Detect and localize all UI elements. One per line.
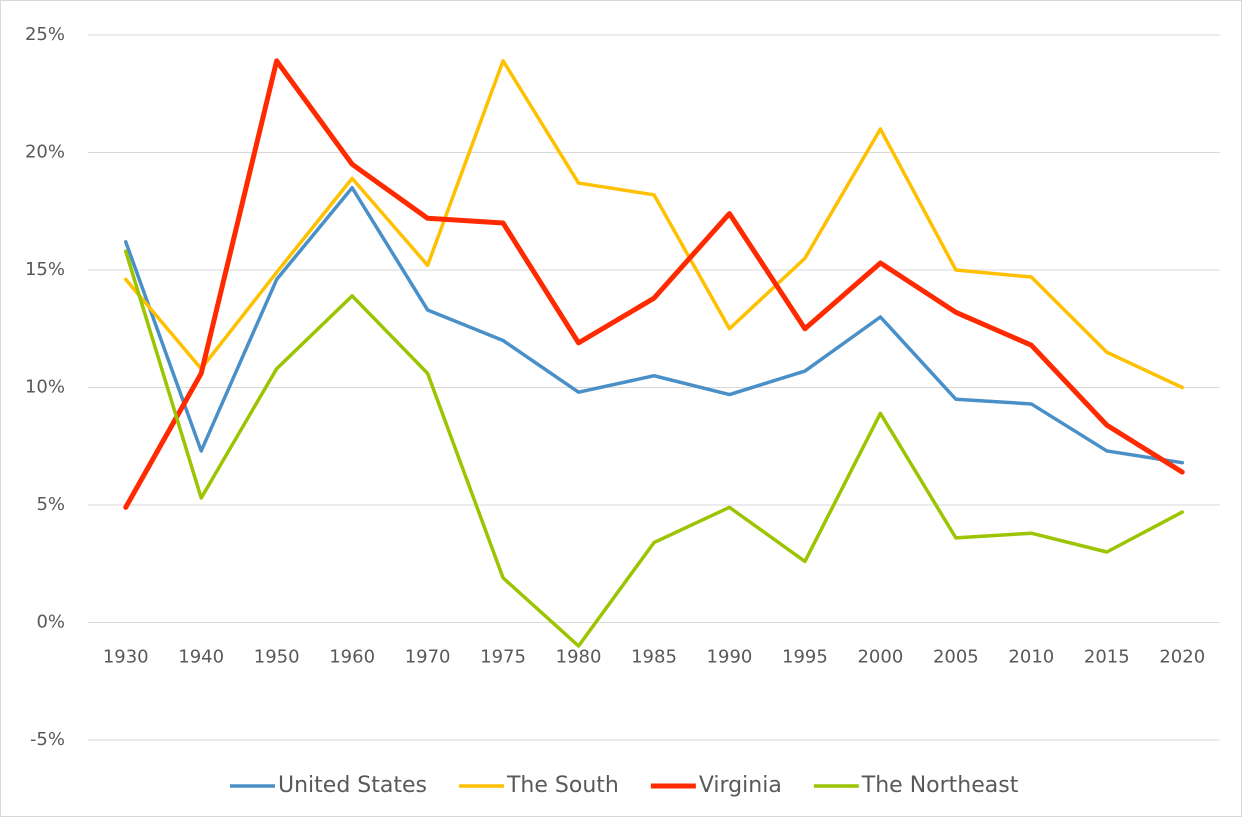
x-tick-label: 1985: [631, 647, 677, 668]
legend-label: The South: [506, 773, 619, 798]
line-series: [123, 249, 1185, 648]
x-tick-label: 1990: [707, 647, 753, 668]
line-series: [123, 186, 1185, 465]
line-series: [123, 58, 1185, 510]
x-tick-label: 1975: [480, 647, 526, 668]
x-tick-label: 2000: [857, 647, 903, 668]
y-tick-label: 15%: [25, 259, 65, 280]
legend-label: The Northeast: [861, 773, 1019, 798]
y-tick-label: -5%: [30, 729, 65, 750]
y-tick-label: 10%: [25, 377, 65, 398]
legend-label: United States: [278, 773, 427, 798]
x-tick-label: 1940: [178, 647, 224, 668]
x-tick-label: 1995: [782, 647, 828, 668]
x-tick-label: 2020: [1159, 647, 1205, 668]
x-tick-label: 1960: [329, 647, 375, 668]
y-tick-label: 5%: [36, 494, 65, 515]
x-tick-label: 2015: [1084, 647, 1130, 668]
y-tick-label: 25%: [25, 24, 65, 45]
legend-label: Virginia: [699, 773, 782, 798]
x-tick-label: 2010: [1008, 647, 1054, 668]
x-tick-label: 1970: [405, 647, 451, 668]
x-tick-label: 2005: [933, 647, 979, 668]
y-tick-label: 0%: [36, 612, 65, 633]
x-tick-label: 1930: [103, 647, 149, 668]
line-series: [123, 59, 1185, 390]
x-tick-label: 1950: [254, 647, 300, 668]
x-tick-label: 1980: [556, 647, 602, 668]
y-tick-label: 20%: [25, 142, 65, 163]
